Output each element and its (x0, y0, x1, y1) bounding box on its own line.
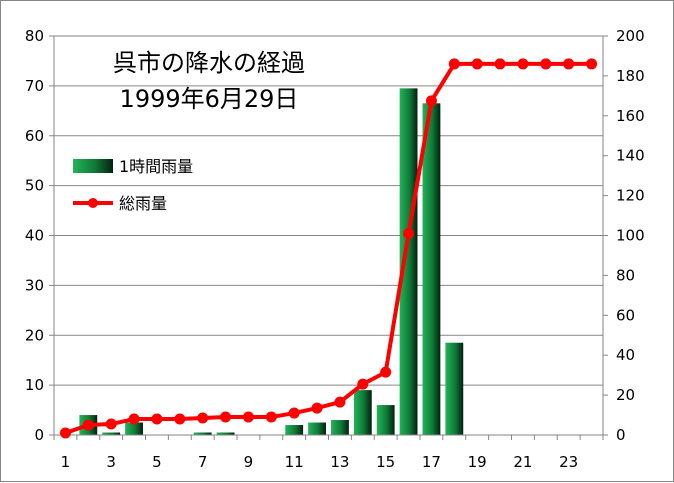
y-right-tick-label: 100 (616, 227, 645, 245)
x-tick-label: 3 (106, 453, 116, 471)
point-total-rainfall (403, 228, 415, 240)
legend-swatch-bar (73, 159, 113, 173)
bar-hourly-rainfall (422, 103, 441, 436)
y-left-tick-label: 80 (25, 27, 44, 45)
bar-hourly-rainfall (285, 425, 304, 435)
x-tick-label: 15 (376, 453, 395, 471)
x-tick-label: 1 (61, 453, 71, 471)
x-tick-label: 23 (559, 453, 578, 471)
y-right-tick-label: 200 (616, 27, 645, 45)
point-total-rainfall (586, 58, 598, 70)
y-left-tick-label: 30 (25, 276, 44, 294)
point-total-rainfall (540, 58, 552, 70)
point-total-rainfall (174, 413, 186, 425)
point-total-rainfall (380, 366, 392, 378)
point-total-rainfall (517, 58, 529, 70)
bar-hourly-rainfall (102, 432, 121, 435)
x-tick-label: 5 (152, 453, 162, 471)
point-total-rainfall (311, 402, 323, 414)
y-left-tick-label: 40 (25, 227, 44, 245)
bar-hourly-rainfall (331, 420, 349, 435)
x-tick-label: 17 (422, 453, 441, 471)
point-total-rainfall (357, 378, 369, 390)
legend: 1時間雨量 総雨量 (73, 157, 193, 213)
x-tick-label: 7 (198, 453, 208, 471)
point-total-rainfall (471, 58, 483, 70)
y-right-tick-label: 20 (616, 386, 635, 404)
point-total-rainfall (59, 427, 71, 439)
line-total-rainfall (64, 61, 592, 435)
bar-hourly-rainfall (216, 432, 235, 435)
bar-hourly-rainfall (353, 390, 372, 435)
legend-label-total: 総雨量 (119, 194, 167, 213)
bar-hourly-rainfall (445, 342, 464, 435)
point-total-rainfall (288, 407, 300, 419)
x-tick-label: 9 (244, 453, 254, 471)
point-total-rainfall (151, 413, 163, 425)
legend-label-hourly: 1時間雨量 (119, 157, 193, 176)
y-right-tick-label: 180 (616, 67, 645, 85)
legend-swatch-marker (88, 198, 98, 208)
point-total-rainfall (563, 58, 575, 70)
y-right-tick-label: 80 (616, 266, 635, 284)
point-total-rainfall (82, 419, 94, 431)
point-total-rainfall (265, 411, 277, 423)
chart-title: 呉市の降水の経過 (113, 49, 305, 77)
y-right-tick-label: 60 (616, 306, 635, 324)
chart-subtitle: 1999年6月29日 (120, 85, 299, 113)
point-total-rainfall (494, 58, 506, 70)
point-total-rainfall (242, 411, 254, 423)
bar-hourly-rainfall (399, 88, 418, 436)
x-tick-label: 13 (330, 453, 349, 471)
y-right-tick-label: 120 (616, 187, 645, 205)
y-right-tick-label: 140 (616, 147, 645, 165)
y-left-tick-label: 20 (25, 326, 44, 344)
y-left-tick-label: 10 (25, 376, 44, 394)
point-total-rainfall (197, 412, 209, 424)
y-left-tick-label: 70 (25, 77, 44, 95)
y-left-tick-label: 50 (25, 177, 44, 195)
x-tick-label: 21 (513, 453, 532, 471)
y-left-tick-label: 60 (25, 127, 44, 145)
y-right-tick-label: 40 (616, 346, 635, 364)
bar-hourly-rainfall (193, 432, 212, 435)
y-right-tick-label: 0 (616, 426, 626, 444)
point-total-rainfall (425, 95, 437, 107)
point-total-rainfall (105, 418, 117, 430)
point-total-rainfall (220, 411, 232, 423)
bar-hourly-rainfall (308, 422, 326, 435)
point-total-rainfall (334, 396, 346, 408)
y-left-tick-label: 0 (34, 426, 44, 444)
x-tick-label: 11 (285, 453, 304, 471)
x-tick-label: 19 (468, 453, 487, 471)
point-total-rainfall (448, 58, 460, 70)
y-right-tick-label: 160 (616, 107, 645, 125)
bar-hourly-rainfall (376, 405, 395, 435)
point-total-rainfall (128, 413, 140, 425)
bar-hourly-rainfall (125, 422, 143, 435)
